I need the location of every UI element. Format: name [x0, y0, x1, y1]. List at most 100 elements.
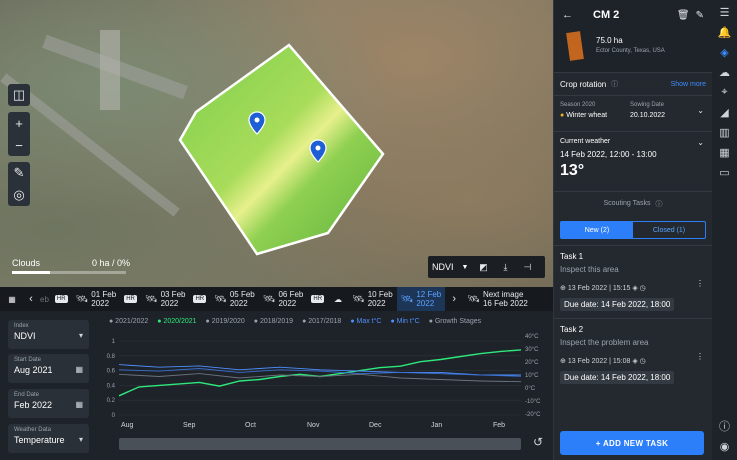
scouting-header: Scouting Tasks ⓘ: [554, 191, 712, 215]
zoom-out-button[interactable]: −: [15, 137, 23, 153]
end-date-field[interactable]: End Date Feb 2022 ▦: [8, 389, 89, 418]
weather-card[interactable]: Current weather 14 Feb 2022, 12:00 - 13:…: [554, 131, 712, 191]
split-view-control[interactable]: ◫: [8, 84, 30, 106]
pin-icon: ⊕: [560, 285, 566, 292]
year-label: 2022: [229, 299, 248, 308]
legend-item[interactable]: ● 2020/2021: [157, 318, 197, 325]
weather-time: 14 Feb 2022, 12:00 - 13:00: [560, 150, 657, 159]
legend-item[interactable]: ● 2018/2019: [253, 318, 294, 325]
satellite-map[interactable]: ◫ + − ✎ ◎ Clouds 0 ha / 0% NDVI ▼ ◩ ⤓ ⊣: [0, 0, 553, 287]
crop-rotation-label: Crop rotation: [560, 79, 607, 89]
tab-new[interactable]: New (2): [561, 222, 633, 238]
task-time: 13 Feb 2022 | 15:08: [567, 358, 631, 365]
info-icon[interactable]: ⓘ: [719, 421, 730, 433]
next-image[interactable]: 🛰 Next image 16 Feb 2022: [463, 287, 532, 311]
field-polygon[interactable]: [178, 43, 385, 256]
timeline-date-3[interactable]: 🛰 05 Feb 2022: [210, 287, 259, 311]
hr-badge: HR: [311, 295, 325, 303]
hr-badge: HR: [124, 295, 137, 303]
start-date-field[interactable]: Start Date Aug 2021 ▦: [8, 354, 89, 383]
season-row[interactable]: Season 2020 ● Winter wheat Sowing Date 2…: [554, 95, 712, 131]
info-icon[interactable]: ⓘ: [611, 81, 619, 88]
index-label: Index: [14, 323, 29, 329]
download-icon[interactable]: ⤓: [503, 261, 508, 272]
legend-item[interactable]: ● Max t°C: [350, 318, 382, 325]
layers-icon[interactable]: ◈: [720, 46, 729, 59]
info-icon[interactable]: ⓘ: [655, 200, 663, 208]
inbox-icon[interactable]: ▭: [719, 166, 730, 179]
location-icon[interactable]: ⌖: [721, 85, 728, 98]
task-card[interactable]: Task 2 Inspect the problem area ⊕ 13 Feb…: [554, 318, 712, 391]
compare-icon[interactable]: ◩: [479, 261, 488, 272]
y-tick-label: 0.4: [107, 383, 116, 389]
timeline-date-1[interactable]: 🛰 01 Feb 2022: [72, 287, 121, 311]
layer-select[interactable]: NDVI ▼: [428, 256, 472, 278]
series-line: [118, 364, 521, 376]
season-label: Season 2020: [560, 102, 596, 108]
map-pin[interactable]: [309, 139, 327, 163]
split-view-icon[interactable]: ◫: [12, 87, 26, 102]
calendar-check-icon[interactable]: ▦: [719, 146, 730, 159]
weather-icon[interactable]: ☁: [719, 66, 730, 79]
tab-closed[interactable]: Closed (1): [652, 226, 686, 234]
range-scrollbar[interactable]: [119, 438, 521, 450]
field-overlay[interactable]: [0, 0, 553, 287]
analytics-icon[interactable]: ◢: [720, 106, 729, 119]
end-date-label: End Date: [14, 392, 40, 398]
cloud-icon: ☁: [334, 294, 343, 304]
task-title: Task 2: [560, 325, 584, 334]
add-task-button[interactable]: + ADD NEW TASK: [560, 431, 704, 455]
legend-item[interactable]: ● Min t°C: [390, 318, 420, 325]
y-tick-label: 0.2: [107, 398, 116, 404]
task-card[interactable]: Task 1 Inspect this area ⊕ 13 Feb 2022 |…: [554, 245, 712, 318]
start-date-label: Start Date: [14, 357, 42, 363]
legend-item[interactable]: ● Growth Stages: [428, 318, 482, 325]
reset-zoom-icon[interactable]: ↺: [533, 435, 544, 449]
show-more-link[interactable]: Show more: [670, 80, 706, 88]
map-pin[interactable]: [248, 111, 266, 135]
zoom-in-button[interactable]: +: [15, 115, 23, 131]
bell-icon[interactable]: 🔔: [717, 26, 732, 39]
legend-item[interactable]: ● 2019/2020: [205, 318, 245, 325]
y-tick-label: 1: [112, 339, 116, 345]
legend-item[interactable]: ● 2017/2018: [302, 318, 342, 325]
prev-arrow-icon[interactable]: ‹: [29, 292, 33, 305]
index-select[interactable]: Index NDVI ▾: [8, 320, 89, 349]
timeline-date-4[interactable]: 🛰 06 Feb 2022: [259, 287, 308, 311]
dashboard-icon[interactable]: ▥: [719, 126, 730, 139]
locate-icon[interactable]: ◎: [13, 187, 25, 202]
back-arrow-icon[interactable]: ←: [562, 9, 573, 21]
satellite-icon: 🛰: [400, 293, 414, 305]
clock-icon: ◷: [639, 358, 646, 365]
weather-data-select[interactable]: Weather Data Temperature ▾: [8, 424, 89, 453]
date-label: 03 Feb: [160, 290, 186, 299]
field-area: 75.0 ha: [596, 36, 623, 45]
date-label: 10 Feb: [367, 290, 393, 299]
ruler-icon[interactable]: ✎: [13, 165, 25, 180]
clouds-bar: [12, 271, 126, 274]
chevron-down-icon: ▼: [461, 263, 469, 271]
date-label: 01 Feb: [91, 290, 117, 299]
chart-plot[interactable]: 1 0.8 0.6 0.4 0.2 0 40°C 30°C 20°C 10°C 0°C -10°C -2…: [97, 311, 553, 460]
layers-icon: ◈: [632, 285, 638, 292]
trash-icon[interactable]: 🗑: [676, 9, 690, 21]
calendar-icon[interactable]: ▦: [8, 294, 16, 304]
timeline-date-6[interactable]: 🛰 12 Feb 2022: [396, 287, 446, 311]
more-icon[interactable]: ⋮: [696, 352, 704, 361]
legend-item[interactable]: ● 2021/2022: [109, 318, 149, 325]
start-date-value: Aug 2021: [14, 365, 53, 375]
user-icon[interactable]: ◉: [719, 440, 730, 453]
collapse-icon[interactable]: ⊣: [523, 261, 532, 272]
year-label: 2022: [91, 299, 110, 308]
more-icon[interactable]: ⋮: [696, 279, 704, 288]
ndvi-chart: ● 2021/2022 ● 2020/2021 ● 2019/2020 ● 2018/…: [97, 311, 553, 460]
edit-icon[interactable]: ✎: [695, 9, 704, 21]
menu-icon[interactable]: ☰: [719, 6, 730, 19]
calendar-icon: ▦: [75, 365, 83, 374]
timeline-date-5[interactable]: 🛰 10 Feb 2022: [348, 287, 397, 311]
next-arrow-icon[interactable]: ›: [452, 292, 457, 305]
zoom-control: + −: [8, 112, 30, 156]
chevron-down-icon: ⌄: [697, 138, 704, 147]
timeline-date-2[interactable]: 🛰 03 Feb 2022: [141, 287, 190, 311]
